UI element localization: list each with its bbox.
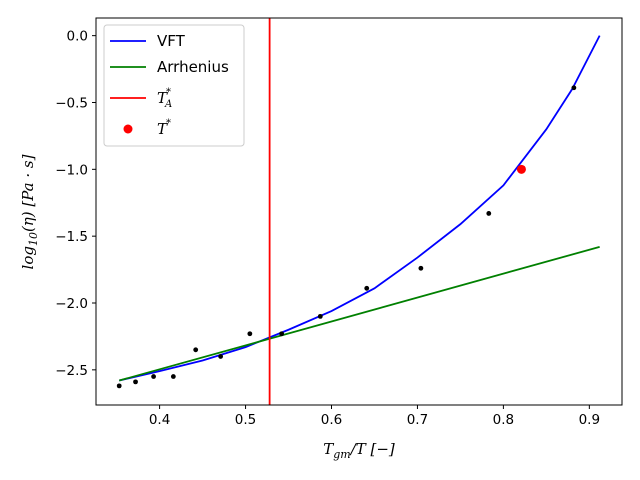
x-axis-label: Tgm/T [−]	[323, 440, 395, 461]
x-tick-label: 0.7	[407, 412, 428, 428]
data-point	[218, 354, 224, 359]
x-tick-label: 0.9	[579, 412, 600, 428]
y-tick-label: 0.0	[67, 29, 88, 45]
y-tick-label: −2.0	[55, 296, 88, 312]
y-tick-label: −1.5	[55, 229, 88, 245]
data-point	[279, 331, 285, 337]
data-point	[418, 265, 424, 271]
data-point	[116, 383, 122, 389]
axes-frame	[95, 17, 623, 406]
data-point	[193, 347, 199, 353]
series-line-vft	[119, 35, 601, 382]
x-tick-label: 0.8	[493, 412, 514, 428]
legend: VFT Arrhenius T* A T*	[103, 24, 245, 147]
data-point	[317, 313, 323, 319]
marker-t-star	[516, 164, 526, 174]
x-tick-label: 0.6	[321, 412, 342, 428]
data-point	[571, 85, 577, 91]
data-point	[170, 374, 176, 379]
y-axis-label: log10(η) [Pa · s]	[19, 154, 40, 269]
data-point	[151, 374, 156, 379]
data-point	[247, 331, 253, 337]
legend-label-vft: VFT	[157, 32, 186, 50]
y-tick-label: −0.5	[55, 95, 88, 111]
legend-label-ta-star: T* A	[157, 87, 172, 110]
data-point	[364, 285, 370, 291]
legend-swatch-t-star	[123, 124, 133, 134]
x-tick-label: 0.5	[235, 412, 256, 428]
y-tick-label: −2.5	[55, 363, 88, 379]
legend-label-arrhenius: Arrhenius	[157, 58, 229, 76]
plot-area	[116, 18, 601, 405]
legend-label-t-star: T*	[157, 118, 171, 138]
axis-ticks: 0.4 0.5 0.6 0.7 0.8 0.9 0.0 −0.5 −1.0 −1.5 −2.0 −2.…	[55, 29, 600, 428]
legend-box	[103, 24, 245, 147]
data-point	[486, 211, 492, 216]
series-line-arrhenius	[118, 245, 600, 382]
y-tick-label: −1.0	[55, 162, 88, 178]
data-point	[133, 379, 138, 385]
x-tick-label: 0.4	[149, 412, 170, 428]
